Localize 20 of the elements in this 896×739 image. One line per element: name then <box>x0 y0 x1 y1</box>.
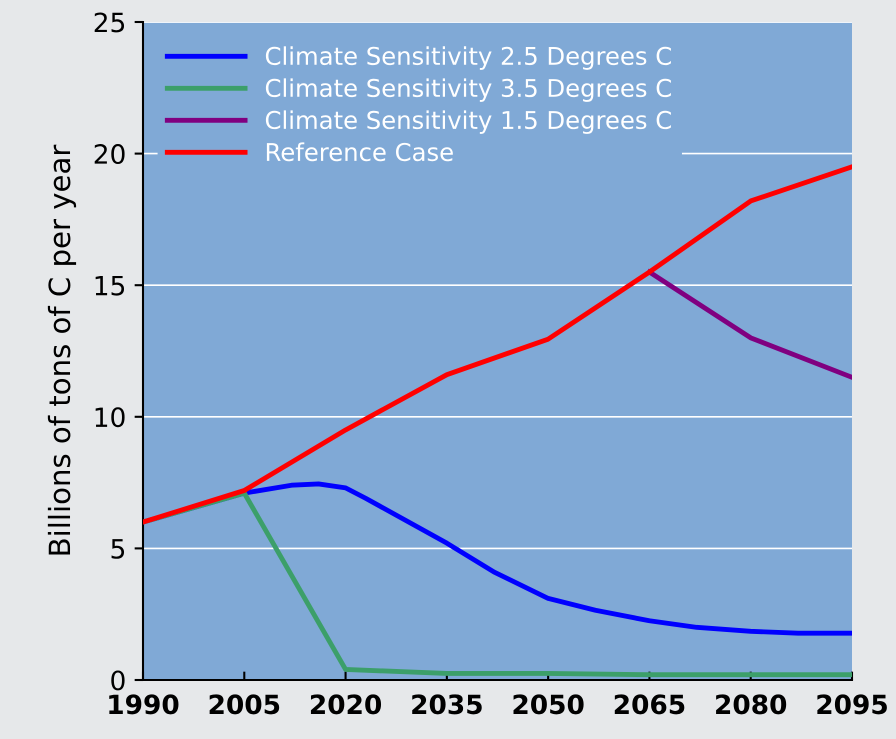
x-tick-label: 2080 <box>716 694 786 714</box>
x-tick-label: 1990 <box>109 694 178 714</box>
legend-label: Reference Case <box>266 142 453 162</box>
x-tick-label: 2095 <box>817 694 887 714</box>
y-tick-label: 5 <box>112 539 124 559</box>
legend-label: Climate Sensitivity 2.5 Degrees C <box>266 46 671 70</box>
x-tick-label: 2035 <box>412 694 482 714</box>
y-tick-label: 20 <box>94 144 125 164</box>
y-tick-label: 0 <box>111 670 125 690</box>
y-tick-label: 25 <box>94 12 124 32</box>
x-tick-label: 2050 <box>514 694 584 714</box>
y-axis-title: Billions of tons of C per year <box>48 144 76 554</box>
legend-label: Climate Sensitivity 1.5 Degrees C <box>266 110 671 134</box>
legend-label: Climate Sensitivity 3.5 Degrees C <box>266 78 671 102</box>
y-tick-label: 10 <box>96 407 125 428</box>
x-tick-label: 2005 <box>210 694 280 714</box>
x-tick-label: 2065 <box>614 694 684 714</box>
line-series <box>143 164 852 525</box>
x-tick-label: 2020 <box>310 694 382 714</box>
y-tick-label: 15 <box>96 276 124 296</box>
